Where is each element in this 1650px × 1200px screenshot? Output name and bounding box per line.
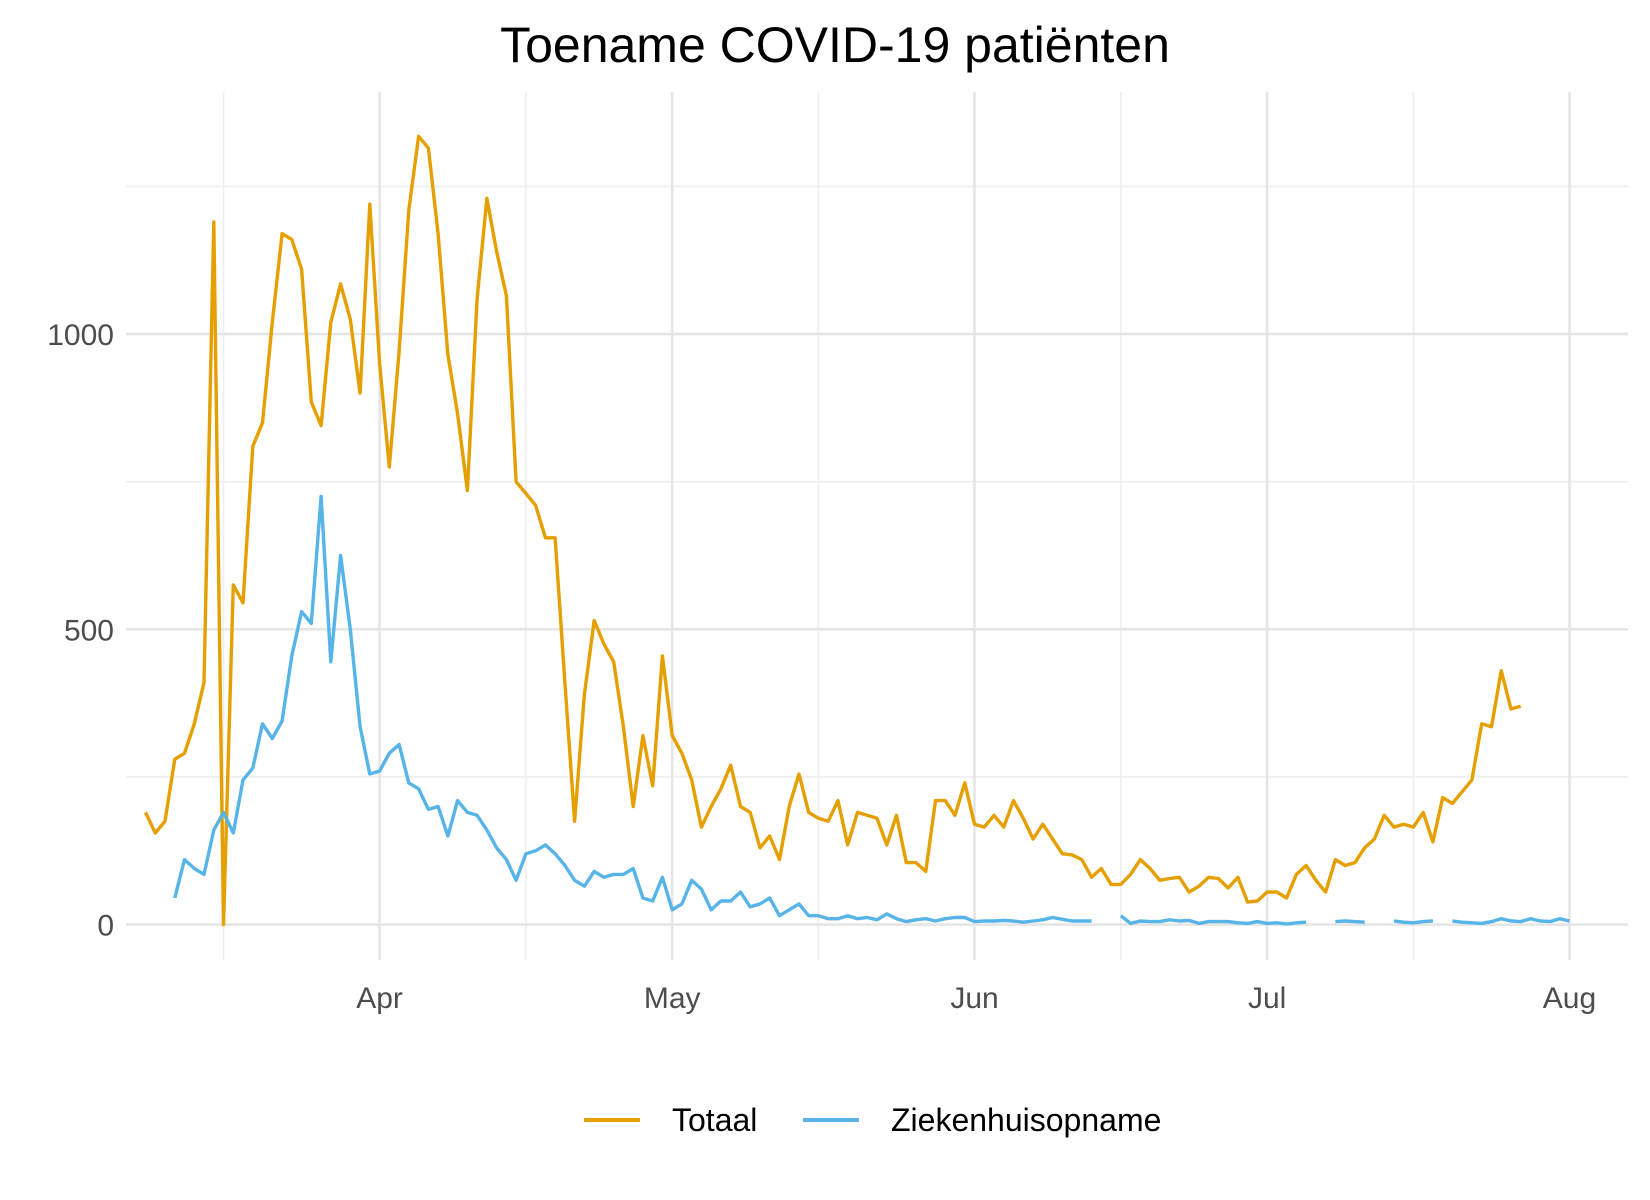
- data-series: [143, 134, 1570, 927]
- grid-lines: [126, 92, 1628, 960]
- y-tick-label: 1000: [47, 319, 114, 352]
- series-line-ziekenhuisopname: [173, 494, 1570, 926]
- x-tick-label: May: [644, 982, 701, 1015]
- y-tick-label: 0: [97, 910, 114, 943]
- x-tick-label: Jun: [950, 982, 998, 1015]
- legend-label-ziekenhuisopname: Ziekenhuisopname: [891, 1102, 1161, 1138]
- y-axis-ticks: 0 500 1000: [47, 319, 114, 942]
- x-tick-label: Aug: [1543, 982, 1596, 1015]
- x-tick-label: Jul: [1248, 982, 1286, 1015]
- y-tick-label: 500: [64, 614, 114, 647]
- legend-label-totaal: Totaal: [672, 1102, 757, 1138]
- x-tick-label: Apr: [356, 982, 403, 1015]
- chart-title: Toename COVID-19 patiënten: [500, 17, 1170, 73]
- legend: Totaal Ziekenhuisopname: [584, 1102, 1161, 1138]
- x-axis-ticks: Apr May Jun Jul Aug: [356, 982, 1596, 1015]
- series-line-totaal: [143, 134, 1522, 927]
